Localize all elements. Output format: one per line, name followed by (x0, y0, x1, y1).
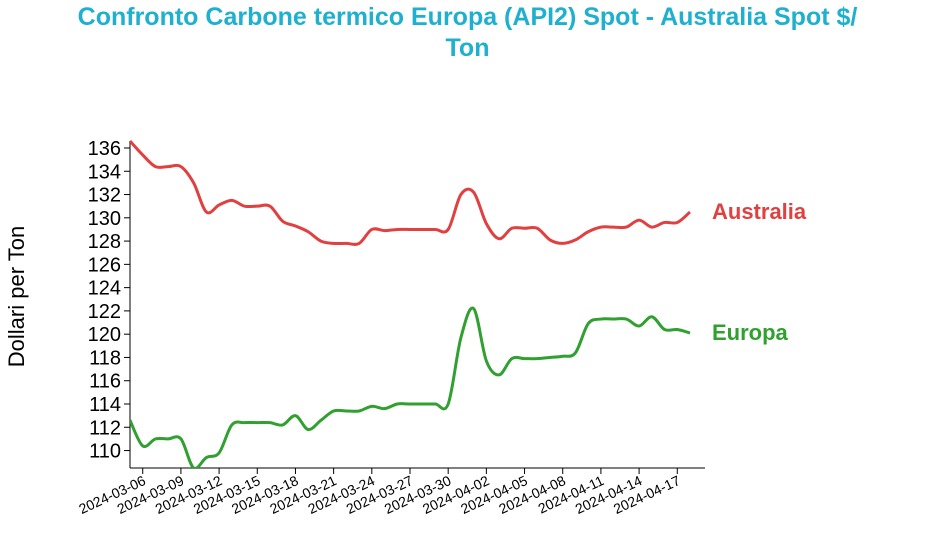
y-tick-label: 122 (88, 301, 121, 323)
series-label-australia: Australia (712, 199, 807, 224)
y-tick-label: 112 (89, 417, 121, 439)
y-tick-label: 128 (88, 231, 121, 253)
chart-title: Confronto Carbone termico Europa (API2) … (0, 2, 935, 64)
chart-title-line-2: Ton (445, 34, 490, 62)
y-axis-label: Dollari per Ton (4, 226, 29, 367)
y-tick-label: 124 (88, 278, 121, 300)
y-tick-label: 136 (88, 138, 121, 160)
series-label-europa: Europa (712, 320, 789, 345)
y-tick-label: 134 (88, 161, 121, 183)
y-tick-label: 126 (88, 254, 121, 276)
y-tick-label: 110 (89, 441, 121, 463)
y-tick-label: 114 (89, 394, 121, 416)
y-tick-label: 116 (89, 371, 121, 393)
y-tick-label: 132 (88, 185, 121, 207)
y-tick-label: 130 (88, 208, 121, 230)
chart-title-line-1: Confronto Carbone termico Europa (API2) … (77, 3, 858, 31)
series-line-europa (130, 306, 691, 468)
y-tick-label: 120 (88, 324, 121, 346)
series-line-australia (130, 139, 691, 246)
y-tick-label: 118 (89, 347, 121, 369)
